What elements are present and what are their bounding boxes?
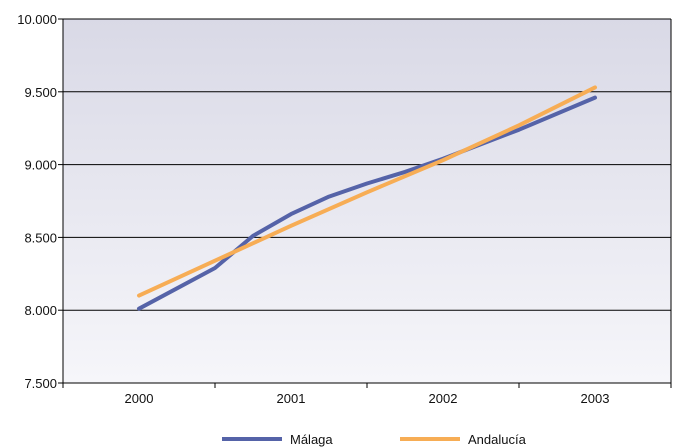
x-tick-label: 2001 — [277, 391, 306, 406]
y-tick-label: 9.500 — [24, 85, 57, 100]
legend-label: Andalucía — [468, 432, 527, 447]
series-line-andalucía — [137, 85, 597, 298]
legend: Málaga Andalucía — [222, 432, 527, 447]
y-tick-label: 8.000 — [24, 303, 57, 318]
x-tick-label: 2000 — [125, 391, 154, 406]
plot-area — [63, 19, 671, 383]
y-tick-label: 9.000 — [24, 158, 57, 173]
x-tick-label: 2003 — [581, 391, 610, 406]
y-tick-label: 7.500 — [24, 376, 57, 391]
y-tick-label: 10.000 — [17, 12, 57, 27]
legend-label: Málaga — [290, 432, 333, 447]
x-tick-label: 2002 — [429, 391, 458, 406]
y-tick-label: 8.500 — [24, 230, 57, 245]
series-lines — [137, 85, 597, 311]
axes: 7.500 8.000 8.500 9.000 9.500 10.000 2000 2001 2… — [17, 12, 672, 406]
